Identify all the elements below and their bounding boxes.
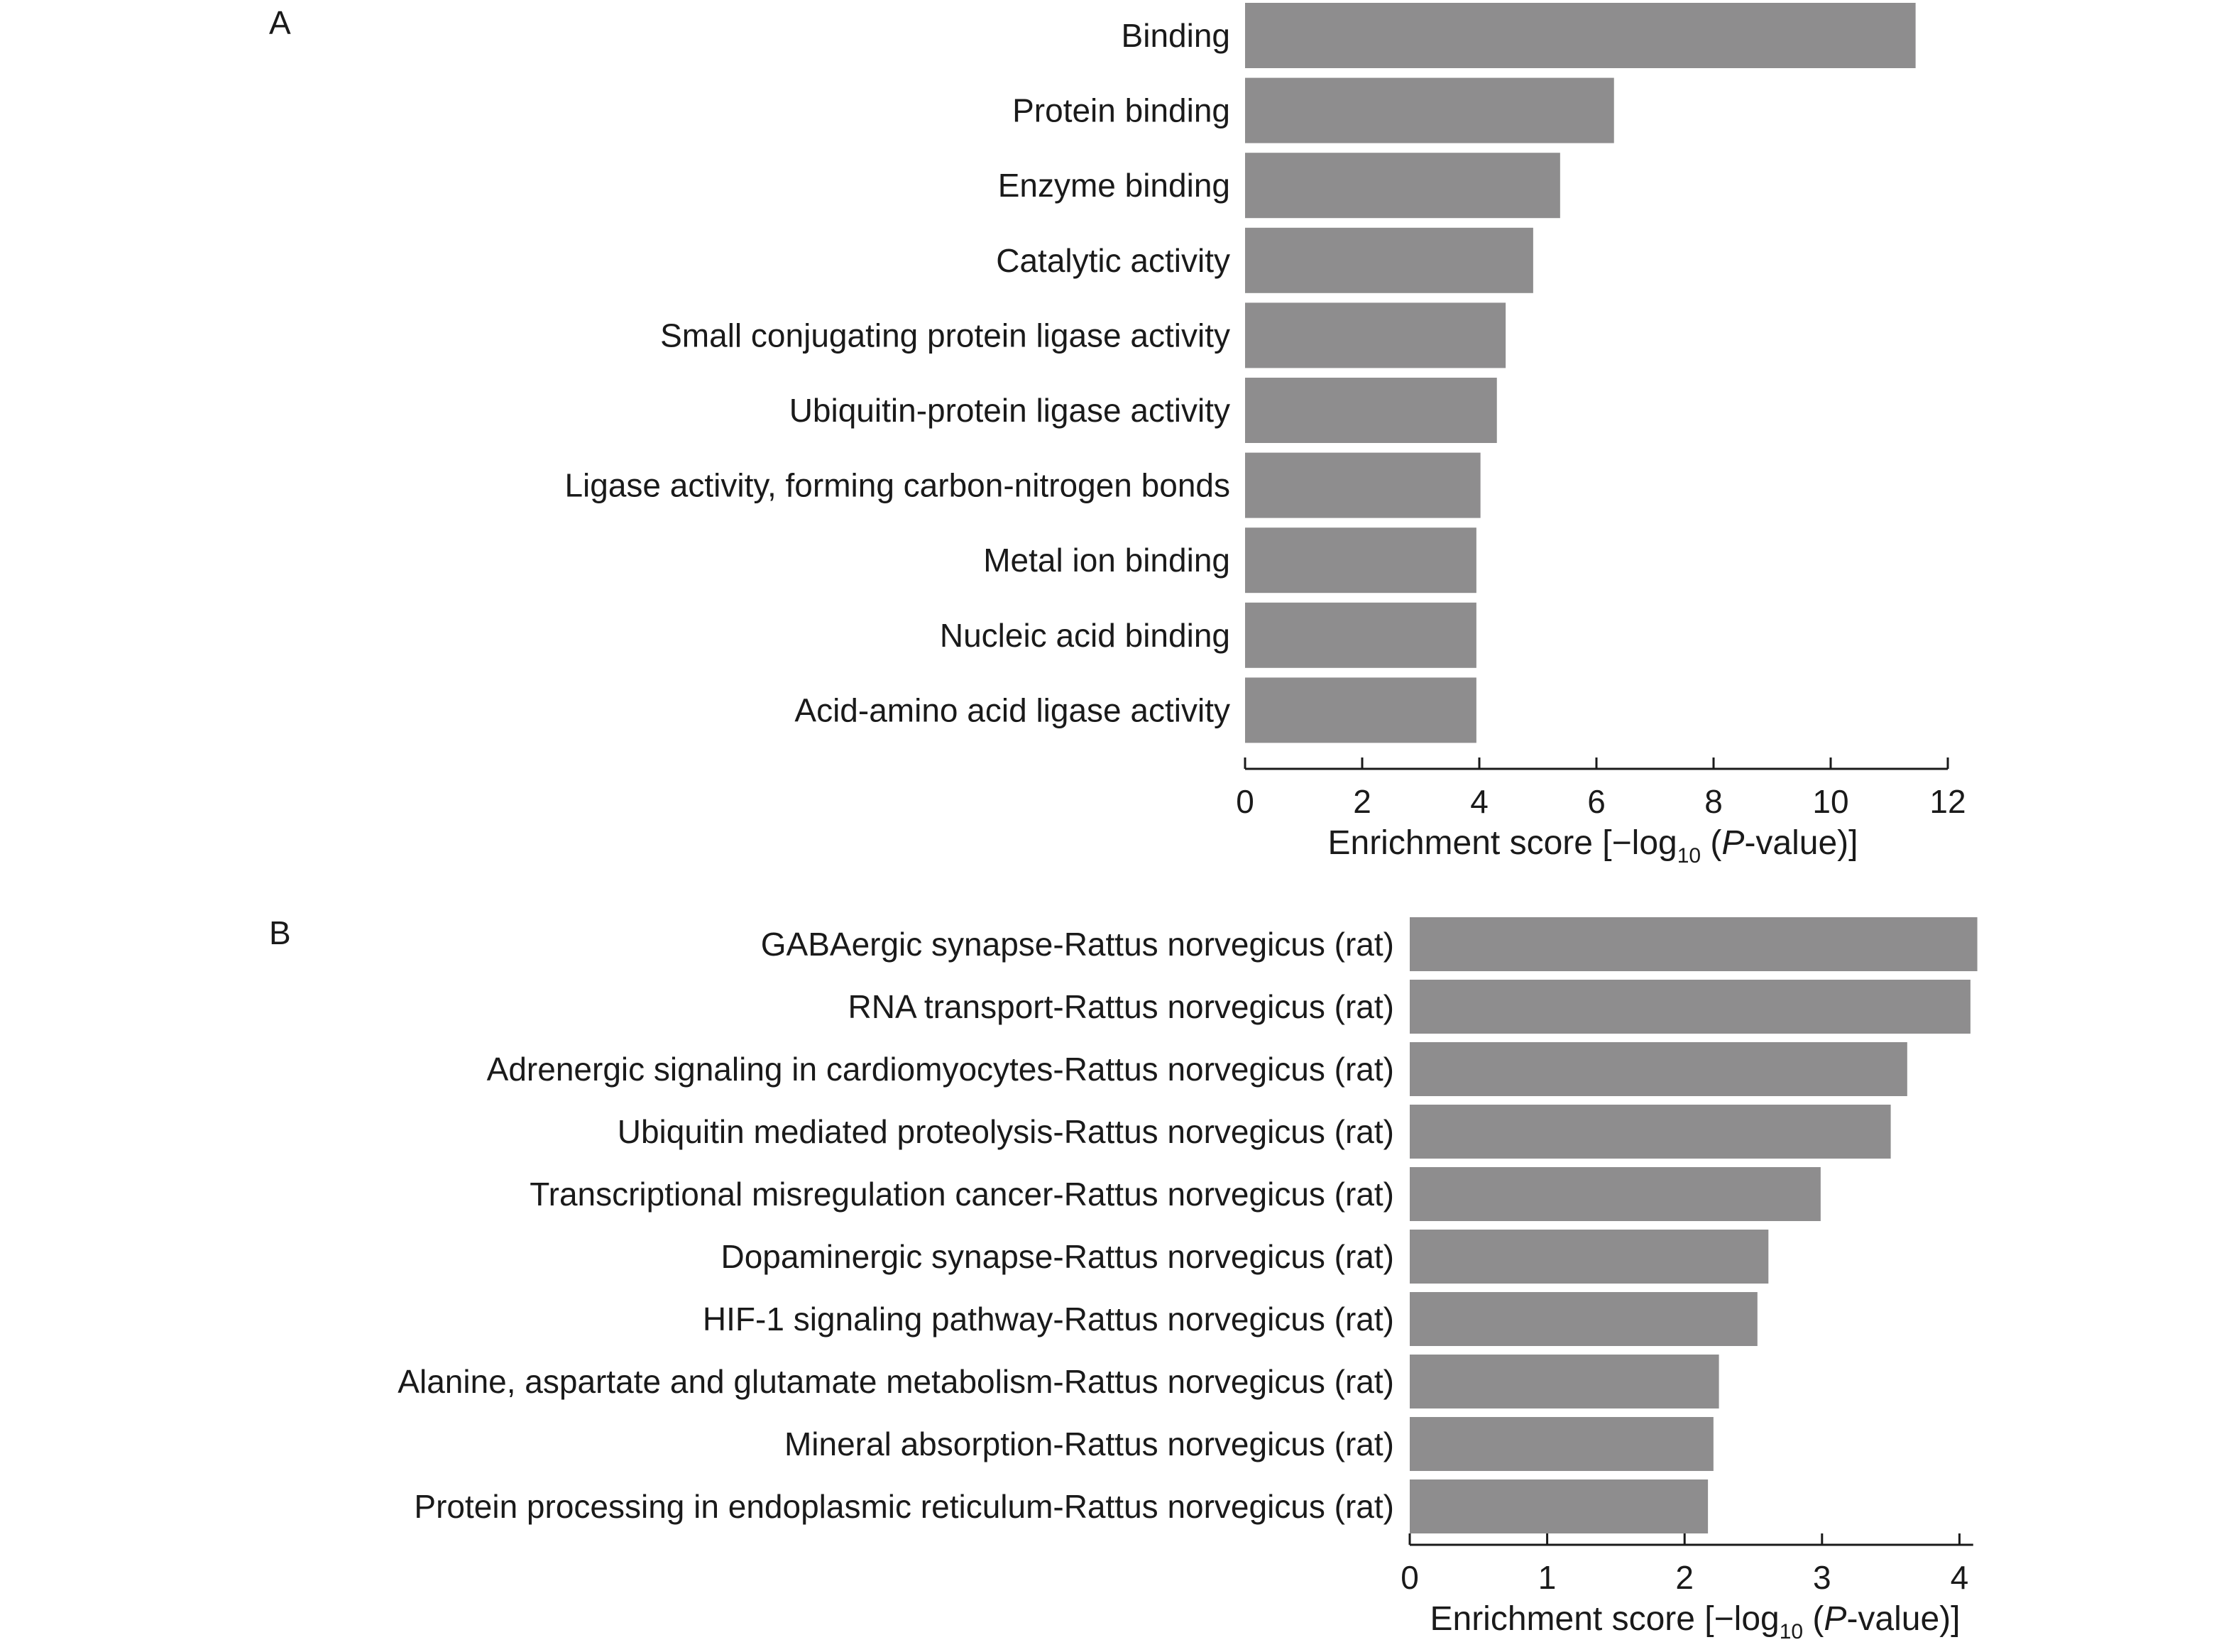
bar [1245,3,1916,68]
x-axis-title-text: ( [1803,1600,1824,1638]
category-label: Ubiquitin mediated proteolysis-Rattus no… [618,1113,1394,1150]
panel-b: B GABAergic synapse-Rattus norvegicus (ra… [269,914,1978,1643]
bar [1245,302,1506,368]
x-tick-label: 8 [1704,783,1723,820]
x-axis-title-text: Enrichment score [−log [1430,1600,1779,1638]
x-tick-label: 2 [1675,1559,1694,1596]
bar [1410,1355,1719,1408]
bar [1245,153,1560,219]
x-tick-label: 3 [1813,1559,1831,1596]
category-label: Binding [1122,17,1230,54]
x-axis-title: Enrichment score [−log10 (P-value)] [1430,1600,1960,1643]
category-label: Dopaminergic synapse-Rattus norvegicus (… [720,1238,1394,1275]
panel-label: B [269,914,291,951]
x-axis-title-subscript: 10 [1677,844,1701,868]
category-label: Nucleic acid binding [940,617,1230,654]
category-label: Adrenergic signaling in cardiomyocytes-R… [487,1051,1394,1088]
category-label: Mineral absorption-Rattus norvegicus (ra… [784,1426,1394,1462]
x-axis-title-text: -value)] [1744,824,1858,862]
bar [1245,602,1476,668]
x-tick-label: 4 [1951,1559,1969,1596]
x-axis-title-text: ( [1701,824,1721,862]
x-axis-title-subscript: 10 [1780,1620,1803,1643]
bar [1245,677,1476,743]
x-tick-label: 6 [1587,783,1606,820]
x-axis-title-italic: P [1824,1600,1846,1638]
x-tick-label: 0 [1236,783,1254,820]
bar [1410,1292,1758,1346]
category-label: Alanine, aspartate and glutamate metabol… [398,1363,1394,1400]
category-label: GABAergic synapse-Rattus norvegicus (rat… [761,926,1394,963]
bar [1245,527,1476,593]
bar [1410,1167,1821,1221]
x-tick-label: 0 [1401,1559,1419,1596]
panel-label: A [269,4,291,41]
x-axis-title: Enrichment score [−log10 (P-value)] [1327,824,1858,868]
bar [1410,1417,1714,1471]
category-label: Metal ion binding [983,542,1230,579]
category-label: Small conjugating protein ligase activit… [660,317,1230,354]
bar [1410,1042,1907,1096]
x-axis-title-italic: P [1721,824,1744,862]
x-tick-label: 1 [1538,1559,1557,1596]
category-label: Protein binding [1012,92,1230,129]
panel-a: A Binding Protein binding Enzyme binding Cat… [269,3,1966,868]
category-label: RNA transport-Rattus norvegicus (rat) [848,988,1395,1025]
bar [1410,1230,1769,1284]
category-label: Catalytic activity [996,242,1230,279]
bar [1410,1479,1709,1533]
bar [1245,452,1481,518]
bar [1245,378,1497,443]
bar [1410,980,1971,1034]
x-tick-label: 12 [1929,783,1966,820]
x-tick-label: 4 [1470,783,1489,820]
x-tick-label: 10 [1812,783,1848,820]
category-label: Transcriptional misregulation cancer-Rat… [530,1176,1394,1213]
x-tick-label: 2 [1353,783,1371,820]
x-axis-title-text: -value)] [1846,1600,1960,1638]
category-label: Ligase activity, forming carbon-nitrogen… [564,467,1230,504]
category-label: HIF-1 signaling pathway-Rattus norvegicu… [703,1301,1394,1338]
bar [1245,227,1533,293]
x-axis-title-text: Enrichment score [−log [1327,824,1677,862]
bar [1410,917,1978,971]
category-label: Ubiquitin-protein ligase activity [789,392,1230,429]
category-label: Protein processing in endoplasmic reticu… [414,1488,1394,1525]
category-label: Acid-amino acid ligase activity [794,691,1230,728]
bar [1245,77,1614,143]
bar [1410,1105,1891,1159]
category-label: Enzyme binding [998,167,1230,204]
